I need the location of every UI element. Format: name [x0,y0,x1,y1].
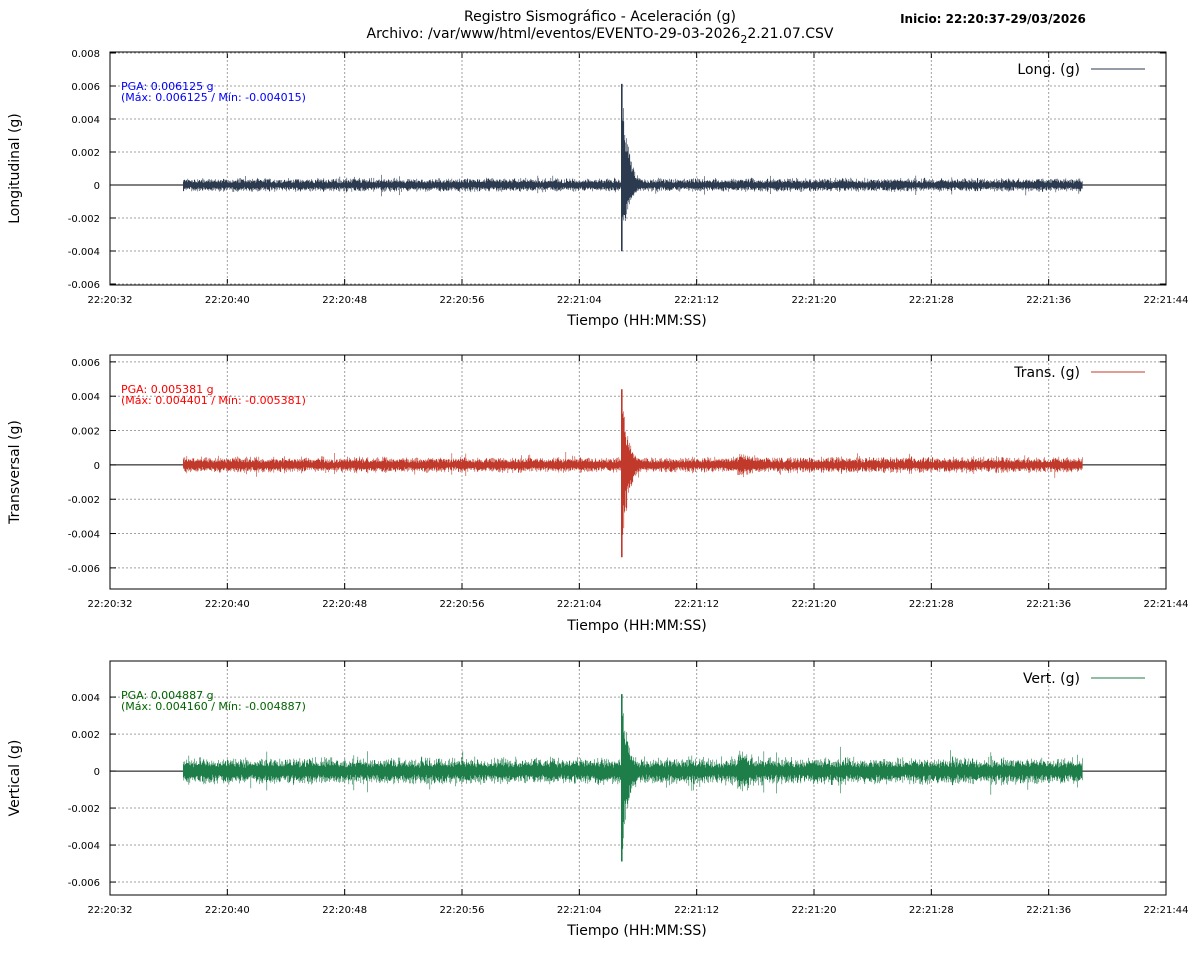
y-tick-label: -0.006 [68,564,100,575]
file-prefix: Archivo: /var/www/html/eventos/EVENTO-29… [367,26,741,42]
x-tick-label: 22:21:04 [557,599,602,610]
x-tick-label: 22:21:20 [792,295,837,306]
x-tick-label: 22:20:56 [440,599,485,610]
x-tick-label: 22:21:20 [792,599,837,610]
x-tick-label: 22:21:20 [792,905,837,916]
y-tick-label: -0.004 [68,841,100,852]
signal-trace [183,83,1083,252]
pga-annotation: PGA: 0.005381 g [121,383,214,396]
y-tick-label: 0.004 [71,693,100,704]
x-tick-label: 22:20:32 [88,905,133,916]
x-tick-label: 22:21:36 [1026,295,1071,306]
max-min-annotation: (Máx: 0.004160 / Mín: -0.004887) [121,700,306,713]
chart-subtitle-file: Archivo: /var/www/html/eventos/EVENTO-29… [367,26,834,46]
x-tick-label: 22:21:12 [674,599,719,610]
y-tick-label: -0.002 [68,804,100,815]
y-tick-label: 0 [94,461,100,472]
x-tick-label: 22:20:48 [322,905,367,916]
x-tick-label: 22:21:44 [1144,905,1189,916]
pga-annotation: PGA: 0.004887 g [121,689,214,702]
legend-label: Vert. (g) [1023,671,1080,687]
max-min-annotation: (Máx: 0.004401 / Mín: -0.005381) [121,394,306,407]
x-tick-label: 22:20:40 [205,905,250,916]
x-tick-label: 22:20:32 [88,295,133,306]
x-axis-label: Tiempo (HH:MM:SS) [566,923,707,939]
y-tick-label: -0.006 [68,878,100,889]
file-subscript: 2 [740,33,747,46]
y-tick-label: 0.004 [71,392,100,403]
x-tick-label: 22:21:04 [557,905,602,916]
y-tick-label: 0 [94,181,100,192]
subplot-2: 22:20:32 22:20:40 22:20:48 22:20:56 22:21:04… [7,354,1189,634]
max-min-annotation: (Máx: 0.006125 / Mín: -0.004015) [121,91,306,104]
y-axis-label: Vertical (g) [7,740,23,817]
y-axis-label: Transversal (g) [7,420,23,525]
x-axis-label: Tiempo (HH:MM:SS) [566,313,707,329]
x-tick-label: 22:21:28 [909,905,954,916]
y-tick-label: 0.008 [71,49,100,60]
x-tick-label: 22:20:32 [88,599,133,610]
x-tick-label: 22:21:28 [909,295,954,306]
y-axis-label: Longitudinal (g) [7,113,23,224]
file-suffix: 2.21.07.CSV [747,26,834,42]
signal-trace [183,694,1083,862]
x-tick-label: 22:20:48 [322,295,367,306]
x-tick-label: 22:21:12 [674,905,719,916]
subplot-1: 22:20:32 22:20:40 22:20:48 22:20:56 22:21:04… [7,49,1188,329]
plot-frame [109,51,1167,286]
subplot-3: 22:20:32 22:20:40 22:20:48 22:20:56 22:21:04… [7,660,1189,939]
y-tick-label: -0.002 [68,495,100,506]
signal-trace [183,389,1083,558]
x-tick-label: 22:20:48 [322,599,367,610]
y-tick-label: -0.006 [68,280,100,291]
legend-label: Long. (g) [1017,62,1080,78]
y-tick-label: 0 [94,767,100,778]
x-tick-label: 22:21:36 [1026,599,1071,610]
y-tick-label: 0.002 [71,730,100,741]
x-tick-label: 22:21:36 [1026,905,1071,916]
y-tick-label: 0.004 [71,115,100,126]
y-tick-label: 0.002 [71,148,100,159]
y-tick-label: -0.004 [68,530,100,541]
pga-annotation: PGA: 0.006125 g [121,80,214,93]
start-time-label: Inicio: 22:20:37-29/03/2026 [900,12,1086,26]
x-tick-label: 22:21:12 [674,295,719,306]
y-tick-label: -0.004 [68,247,100,258]
plot-frame [109,354,1167,590]
x-axis-label: Tiempo (HH:MM:SS) [566,618,707,634]
y-tick-label: -0.002 [68,214,100,225]
x-tick-label: 22:20:40 [205,295,250,306]
x-tick-label: 22:21:28 [909,599,954,610]
chart-title: Registro Sismográfico - Aceleración (g) [464,9,736,25]
x-tick-label: 22:20:56 [440,905,485,916]
plot-frame [109,660,1167,896]
x-tick-label: 22:20:56 [440,295,485,306]
x-tick-label: 22:21:04 [557,295,602,306]
x-tick-label: 22:21:44 [1144,295,1189,306]
x-tick-label: 22:21:44 [1144,599,1189,610]
y-tick-label: 0.006 [71,358,100,369]
x-tick-label: 22:20:40 [205,599,250,610]
y-tick-label: 0.002 [71,427,100,438]
legend-label: Trans. (g) [1013,365,1080,381]
y-tick-label: 0.006 [71,82,100,93]
